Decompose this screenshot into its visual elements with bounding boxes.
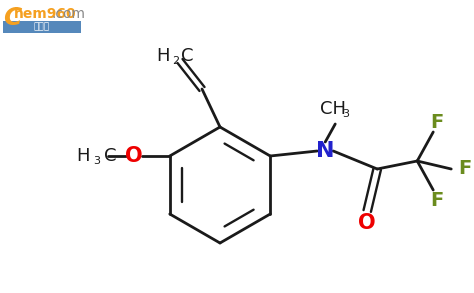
- Text: C: C: [3, 6, 21, 30]
- Text: O: O: [125, 146, 143, 166]
- Text: O: O: [358, 213, 376, 233]
- Text: H: H: [76, 147, 90, 165]
- Text: 化工网: 化工网: [34, 23, 50, 32]
- Text: F: F: [430, 113, 444, 132]
- Text: H: H: [156, 47, 170, 65]
- Text: 2: 2: [173, 56, 180, 66]
- Text: CH: CH: [320, 100, 346, 118]
- Text: 3: 3: [93, 156, 100, 166]
- FancyBboxPatch shape: [3, 21, 81, 33]
- Text: hem960: hem960: [14, 7, 77, 21]
- Text: F: F: [430, 190, 444, 209]
- Text: N: N: [316, 141, 335, 161]
- Text: 3: 3: [342, 109, 349, 119]
- Text: F: F: [459, 159, 472, 178]
- Text: C: C: [104, 147, 116, 165]
- Text: C: C: [181, 47, 193, 65]
- Text: .com: .com: [52, 7, 86, 21]
